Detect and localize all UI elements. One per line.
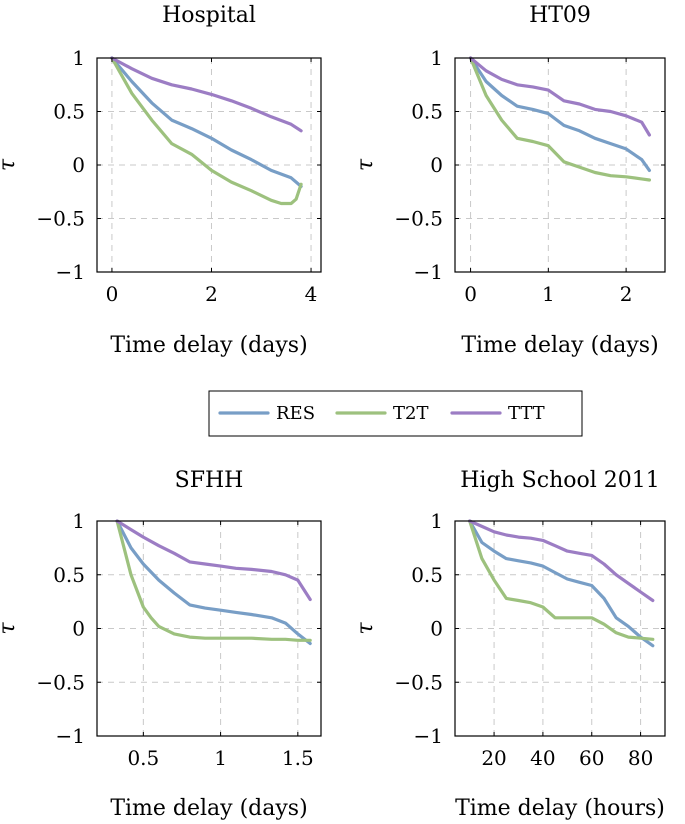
- series-line-res: [468, 519, 655, 648]
- x-tick-label: 1: [542, 282, 555, 306]
- chart-panel-hospital: Hospital 1 0.5 0 −0.5 −1 0 2 4 Time delay (days) τ: [0, 3, 322, 358]
- legend-entry-t2t: T2T: [335, 403, 428, 424]
- series-line-ttt: [468, 519, 655, 603]
- x-tick-label: 2: [205, 282, 218, 306]
- x-tick-label: 60: [579, 746, 604, 770]
- x-tick-label: 4: [305, 282, 318, 306]
- chart-panel-high-school-2011: High School 2011 1 0.5 0 −0.5 −1 20 40 60 80 Time …: [353, 468, 666, 821]
- y-axis-label: τ: [0, 622, 20, 635]
- legend: RES T2T TTT: [208, 390, 583, 437]
- x-tick-label: 0: [464, 282, 477, 306]
- series-line-t2t: [468, 519, 655, 641]
- x-axis-label: Time delay (days): [110, 333, 307, 358]
- series-line-ttt: [110, 56, 303, 133]
- legend-entry-ttt: TTT: [450, 403, 545, 424]
- x-tick-label: 0.5: [127, 746, 159, 770]
- x-tick-label: 1.5: [282, 746, 314, 770]
- y-axis-label: τ: [353, 158, 378, 171]
- series-line-t2t: [115, 519, 312, 642]
- series-line-res: [115, 519, 312, 646]
- y-tick-label: 0.5: [411, 100, 443, 124]
- y-tick-label: −1: [56, 260, 85, 284]
- series-line-ttt: [469, 56, 652, 137]
- legend-label-t2t: T2T: [393, 403, 428, 424]
- legend-box: [208, 390, 583, 437]
- y-tick-label: 0: [72, 153, 85, 177]
- y-tick-label: 0.5: [411, 563, 443, 587]
- chart-panel-sfhh: SFHH 1 0.5 0 −0.5 −1 0.5 1 1.5 Time delay (days) τ: [0, 468, 322, 821]
- y-tick-label: −0.5: [36, 670, 85, 694]
- chart-title-ht09: HT09: [529, 3, 591, 28]
- x-tick-label: 1: [214, 746, 227, 770]
- x-axis-label: Time delay (days): [110, 796, 307, 821]
- chart-panel-ht09: HT09 1 0.5 0 −0.5 −1 0 1 2 Time delay (days) τ: [353, 3, 666, 358]
- y-axis-label: τ: [353, 622, 378, 635]
- y-tick-label: −1: [56, 724, 85, 748]
- y-tick-label: 0.5: [53, 100, 85, 124]
- y-tick-label: 1: [430, 46, 443, 70]
- series-line-res: [110, 56, 303, 188]
- legend-label-res: RES: [276, 403, 315, 424]
- chart-title-sfhh: SFHH: [175, 468, 244, 493]
- y-tick-label: −0.5: [36, 207, 85, 231]
- y-tick-label: −0.5: [394, 207, 443, 231]
- y-tick-label: −1: [414, 724, 443, 748]
- legend-label-ttt: TTT: [508, 403, 545, 424]
- y-tick-label: 0: [72, 617, 85, 641]
- y-tick-label: −1: [414, 260, 443, 284]
- y-axis-label: τ: [0, 158, 20, 171]
- x-axis-label: Time delay (hours): [455, 796, 665, 821]
- x-tick-label: 20: [481, 746, 506, 770]
- x-axis-label: Time delay (days): [461, 333, 658, 358]
- series-line-t2t: [110, 56, 303, 206]
- x-tick-label: 40: [530, 746, 555, 770]
- x-tick-label: 80: [628, 746, 653, 770]
- y-tick-label: 0.5: [53, 563, 85, 587]
- series-line-res: [469, 56, 652, 172]
- y-tick-label: 1: [72, 509, 85, 533]
- y-tick-label: 0: [430, 617, 443, 641]
- series-line-t2t: [469, 56, 652, 182]
- x-tick-label: 2: [620, 282, 633, 306]
- y-tick-label: 1: [430, 509, 443, 533]
- chart-title-hospital: Hospital: [162, 3, 256, 28]
- y-tick-label: −0.5: [394, 670, 443, 694]
- series-line-ttt: [115, 519, 312, 602]
- y-tick-label: 0: [430, 153, 443, 177]
- y-tick-label: 1: [72, 46, 85, 70]
- x-tick-label: 0: [106, 282, 119, 306]
- legend-entry-res: RES: [218, 403, 315, 424]
- chart-title-high-school-2011: High School 2011: [460, 468, 660, 493]
